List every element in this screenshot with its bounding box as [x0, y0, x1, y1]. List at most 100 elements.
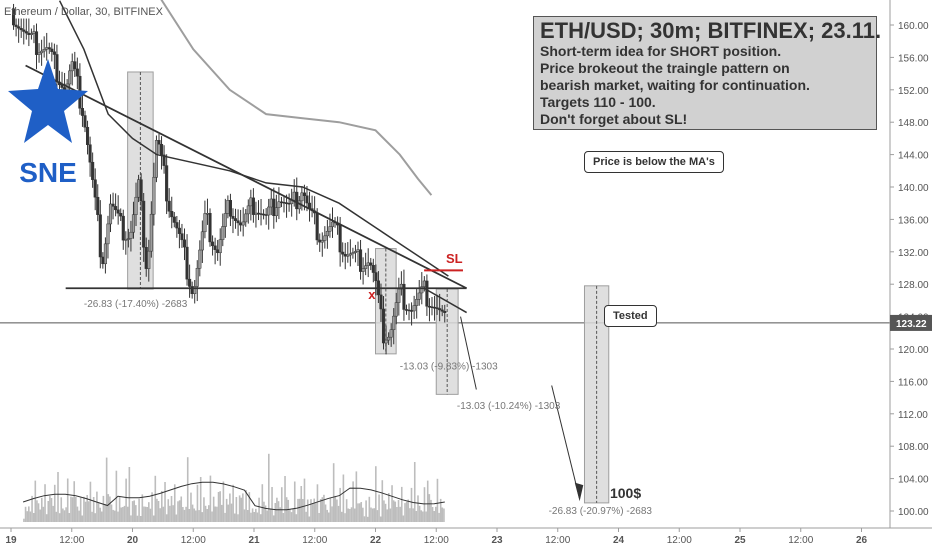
volume-bar	[232, 484, 234, 522]
volume-bar	[376, 510, 379, 522]
volume-bar	[229, 493, 231, 522]
volume-bar	[209, 475, 212, 522]
y-tick-label: 112.00	[898, 410, 928, 421]
volume-bar	[159, 508, 161, 522]
volume-bar	[259, 514, 262, 522]
volume-bar	[53, 484, 56, 522]
volume-bar	[36, 500, 38, 522]
volume-bar	[62, 508, 64, 522]
candle-body	[374, 272, 378, 282]
candle-body	[101, 256, 105, 265]
sl-label: SL	[446, 251, 463, 266]
volume-bar	[271, 487, 273, 522]
volume-bar	[70, 496, 72, 522]
ma-callout[interactable]: Price is below the MA's	[584, 151, 724, 173]
candle-body	[435, 307, 439, 309]
candle-body	[213, 245, 217, 250]
volume-bar	[386, 509, 388, 522]
candle-body	[430, 306, 434, 308]
volume-bar	[212, 496, 215, 522]
volume-bar	[34, 480, 37, 522]
volume-bar	[319, 499, 322, 522]
candle-body	[338, 224, 342, 253]
volume-bar	[388, 493, 390, 522]
x-tick-label: 12:00	[545, 535, 570, 546]
volume-bar	[55, 511, 58, 522]
volume-bar	[407, 499, 410, 522]
candle-body	[42, 49, 46, 52]
volume-bar	[183, 509, 186, 522]
candle-body	[159, 143, 164, 156]
candle-body	[438, 308, 442, 311]
volume-bar	[120, 507, 123, 522]
candle-body	[412, 305, 416, 312]
volume-bar	[214, 506, 217, 522]
candle-body	[392, 315, 396, 330]
volume-bar	[180, 496, 183, 522]
volume-bar	[318, 513, 320, 522]
volume-bar	[350, 507, 353, 522]
candle-body	[50, 48, 54, 52]
tested-callout[interactable]: Tested	[604, 305, 657, 327]
candle-body	[221, 226, 225, 240]
volume-bar	[308, 516, 311, 522]
volume-bar	[409, 508, 411, 522]
volume-bar	[255, 508, 257, 522]
volume-bar	[253, 512, 256, 522]
volume-bar	[96, 491, 98, 522]
volume-bar	[405, 501, 408, 522]
candle-body	[93, 179, 97, 198]
candle-body	[195, 267, 199, 287]
volume-bar	[110, 504, 113, 522]
tested-pointer-line	[423, 287, 467, 314]
volume-bar	[290, 512, 293, 522]
volume-bar	[66, 478, 69, 522]
volume-bar	[97, 503, 100, 522]
volume-bar	[402, 515, 405, 522]
candle-body	[381, 308, 386, 344]
volume-bar	[422, 511, 424, 522]
candle-body	[425, 280, 429, 307]
volume-bar	[297, 498, 299, 522]
volume-bar	[227, 504, 230, 522]
logo-text: SNE	[19, 157, 77, 188]
volume-bar	[204, 505, 207, 522]
volume-bar	[360, 502, 363, 522]
volume-bar	[246, 510, 249, 522]
candle-body	[315, 212, 319, 241]
volume-bar	[139, 516, 142, 522]
candle-body	[154, 140, 158, 178]
volume-bar	[366, 516, 369, 522]
volume-bar	[79, 497, 82, 522]
volume-bar	[28, 506, 30, 522]
volume-bar	[423, 487, 426, 522]
volume-bar	[399, 506, 401, 522]
candle-body	[404, 309, 409, 311]
volume-bar	[100, 511, 103, 522]
candle-body	[116, 209, 120, 214]
volume-bar	[117, 511, 119, 522]
volume-bar	[73, 481, 76, 522]
candle-body	[73, 61, 77, 70]
volume-bar	[383, 500, 385, 522]
volume-bar	[441, 507, 444, 522]
volume-bar	[123, 505, 126, 522]
volume-bar	[345, 499, 348, 522]
candle-body	[27, 32, 31, 35]
x-tick-label: 12:00	[788, 535, 813, 546]
candle-body	[285, 202, 289, 204]
volume-bar	[113, 510, 116, 522]
volume-bar	[109, 496, 111, 522]
volume-bar	[313, 498, 316, 522]
candle-body	[269, 198, 273, 208]
idea-line: bearish market, waiting for continuation…	[540, 77, 810, 93]
volume-bar	[324, 504, 327, 522]
volume-bar	[211, 511, 213, 522]
volume-bar	[29, 511, 32, 522]
volume-bar	[125, 478, 127, 522]
volume-bar	[269, 508, 272, 522]
volume-bar	[375, 466, 377, 522]
projection-arrow-line	[460, 316, 477, 390]
candle-body	[364, 265, 368, 269]
